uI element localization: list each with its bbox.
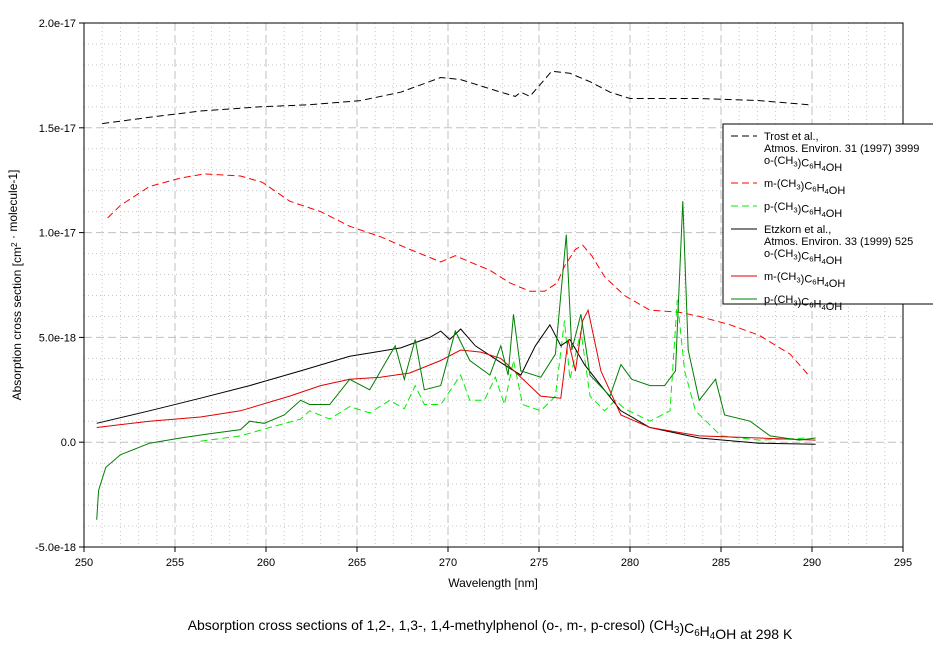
x-tick-label: 265 — [348, 557, 366, 569]
x-tick-label: 295 — [894, 557, 912, 569]
series-line-trost-p — [200, 299, 809, 442]
y-tick-label: 0.0 — [61, 437, 76, 449]
series-line-etzkorn-m — [96, 308, 816, 441]
series-lines — [96, 70, 816, 520]
axis-ticks: 250 255 260 265 270 275 280 285 290 295 -5.0e-18 0.… — [35, 18, 912, 569]
grid — [84, 23, 903, 547]
x-tick-label: 290 — [803, 557, 821, 569]
series-line-trost-m — [107, 173, 809, 376]
legend-entry: p-(CH3)C6H4OH — [764, 201, 842, 220]
legend-reference: Trost et al., — [764, 131, 819, 143]
x-tick-label: 250 — [75, 557, 93, 569]
legend-reference: Atmos. Environ. 31 (1997) 3999 — [764, 143, 919, 155]
y-tick-label: 5.0e-18 — [39, 332, 76, 344]
y-axis-label: Absorption cross section [cm2 · molecule… — [6, 170, 24, 401]
series-line-etzkorn-p — [96, 201, 816, 520]
x-tick-label: 275 — [530, 557, 548, 569]
series-line-etzkorn-o — [96, 323, 816, 445]
legend-entry: m-(CH3)C6H4OH — [764, 271, 845, 290]
x-tick-label: 260 — [257, 557, 275, 569]
legend-box — [722, 123, 933, 305]
y-tick-label: 1.0e-17 — [39, 228, 76, 240]
y-tick-label: 2.0e-17 — [39, 18, 76, 30]
chart-caption: Absorption cross sections of 1,2-, 1,3-,… — [188, 617, 793, 642]
legend-reference: Etzkorn et al., — [764, 224, 831, 236]
x-tick-label: 280 — [621, 557, 639, 569]
legend-entry: o-(CH3)C6H4OH — [764, 248, 842, 267]
x-tick-label: 270 — [439, 557, 457, 569]
y-tick-label: -5.0e-18 — [35, 542, 76, 554]
x-tick-label: 255 — [166, 557, 184, 569]
legend-entry: p-(CH3)C6H4OH — [764, 294, 842, 313]
x-axis-label: Wavelength [nm] — [448, 576, 538, 590]
legend: Trost et al.,Atmos. Environ. 31 (1997) 3… — [722, 123, 933, 313]
legend-entry: m-(CH3)C6H4OH — [764, 178, 845, 197]
legend-entry: o-(CH3)C6H4OH — [764, 155, 842, 174]
series-line-trost-o — [102, 70, 809, 125]
x-tick-label: 285 — [712, 557, 730, 569]
legend-reference: Atmos. Environ. 33 (1999) 525 — [764, 236, 913, 248]
y-tick-label: 1.5e-17 — [39, 123, 76, 135]
